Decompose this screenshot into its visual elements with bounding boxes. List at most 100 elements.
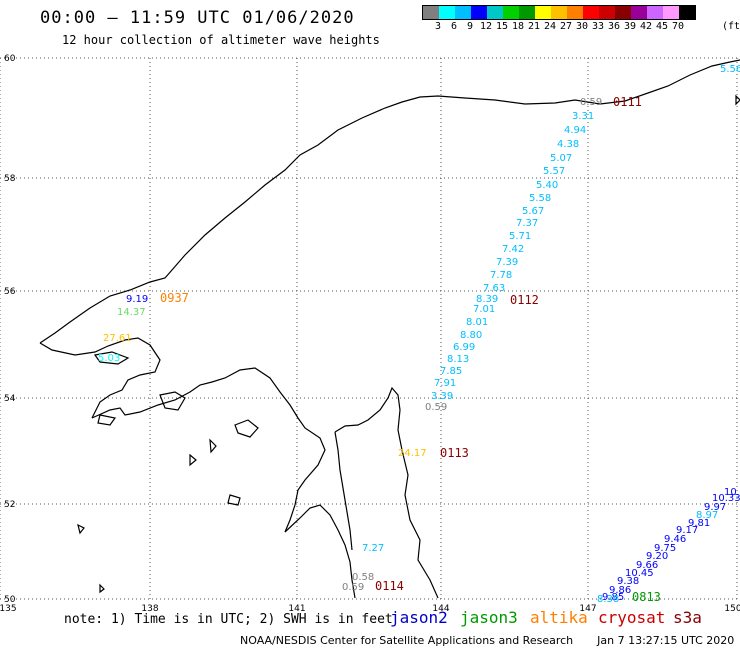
wave-height-label: 7.37 <box>516 218 538 229</box>
coastline-taui-bay <box>39 337 161 419</box>
coastline-shantar-2 <box>97 414 117 426</box>
legend-labels: 3 6 9 12 15 18 21 24 27 30 33 36 39 42 45 70 <box>422 20 696 34</box>
footer-credit: NOAA/NESDIS Center for Satellite Applica… <box>240 634 734 647</box>
legend-unit: (ft) <box>722 21 740 32</box>
wave-height-label: 4.94 <box>564 125 586 136</box>
wave-height-label: 9.85 <box>602 592 624 603</box>
legend-swatch <box>503 6 519 19</box>
footer-org: NOAA/NESDIS Center for Satellite Applica… <box>240 634 574 647</box>
legend-swatch <box>615 6 631 19</box>
wave-height-label: 9.81 <box>688 518 710 529</box>
wave-height-label: 8.13 <box>447 354 469 365</box>
wave-height-label: 7.78 <box>490 270 512 281</box>
legend-swatch <box>535 6 551 19</box>
legend-label: 30 <box>575 21 589 32</box>
wave-height-label: 7.39 <box>496 257 518 268</box>
wave-height-label: 5.71 <box>509 231 531 242</box>
legend-swatch <box>567 6 583 19</box>
wave-height-label: 3.39 <box>431 391 453 402</box>
wave-height-label: 10.33 <box>712 493 740 504</box>
coastline-island-c <box>77 523 85 535</box>
wave-height-label: 0.59 <box>342 582 364 593</box>
wave-height-label: 5.67 <box>522 206 544 217</box>
wave-height-label: 0.58 <box>352 572 374 583</box>
wave-height-label: 3.31 <box>572 111 594 122</box>
wave-height-label: 10.45 <box>625 568 654 579</box>
wave-height-label: 5.57 <box>543 166 565 177</box>
lon-tick-label: 150 <box>724 604 740 614</box>
lat-tick-label: 56 <box>4 287 16 297</box>
wave-height-label: 24.17 <box>398 448 427 459</box>
legend-jason3: jason3 <box>460 608 518 627</box>
pass-time-label: 0114 <box>375 579 404 593</box>
wave-height-label: 9.97 <box>704 502 726 513</box>
legend-swatch <box>679 6 695 19</box>
legend-label: 24 <box>543 21 557 32</box>
wave-height-label: 9.86 <box>609 585 631 596</box>
legend-label: 9 <box>466 21 474 32</box>
pass-time-label: 0937 <box>160 291 189 305</box>
legend-s3a: s3a <box>673 608 702 627</box>
pass-time-label: 0113 <box>440 446 469 460</box>
legend-swatch <box>647 6 663 19</box>
legend-label: 27 <box>559 21 573 32</box>
coastline-sakhalin-bay <box>234 419 259 438</box>
legend-label: 15 <box>495 21 509 32</box>
legend-label: 18 <box>511 21 525 32</box>
wave-height-label: 0.59 <box>580 97 602 108</box>
wave-height-label: 7.27 <box>362 543 384 554</box>
lon-tick-label: 138 <box>141 604 158 614</box>
legend-swatch <box>423 6 439 19</box>
pass-time-label: 0813 <box>632 590 661 604</box>
coastline-island-d <box>99 583 105 594</box>
legend-label: 3 <box>434 21 442 32</box>
lon-tick-label: 147 <box>579 604 596 614</box>
legend-swatch <box>551 6 567 19</box>
page-title: 00:00 – 11:59 UTC 01/06/2020 <box>40 8 355 28</box>
legend-label: 21 <box>527 21 541 32</box>
lon-tick-label: 141 <box>288 604 305 614</box>
wave-height-label: 8.38 <box>597 594 619 605</box>
wave-height-label: 5.07 <box>550 153 572 164</box>
wave-height-label: 8.80 <box>460 330 482 341</box>
wave-height-label: 5.56 <box>720 64 740 75</box>
wave-height-label: 6.99 <box>453 342 475 353</box>
wave-height-label: 9.19 <box>126 294 148 305</box>
legend-label: 36 <box>607 21 621 32</box>
coastline-north-shore <box>39 59 740 344</box>
wave-height-label: 5.40 <box>536 180 558 191</box>
wave-height-label: 9.38 <box>617 576 639 587</box>
legend-swatch <box>663 6 679 19</box>
legend-swatch <box>471 6 487 19</box>
wave-height-label: 8.39 <box>476 294 498 305</box>
wave-height-label: 9.46 <box>664 534 686 545</box>
coastline-island-e <box>189 453 197 467</box>
wave-height-label: 7.42 <box>502 244 524 255</box>
legend-label: 12 <box>479 21 493 32</box>
wave-height-label: 4.38 <box>557 139 579 150</box>
coastline-island-a <box>209 438 217 454</box>
legend-swatch <box>455 6 471 19</box>
legend-swatch <box>631 6 647 19</box>
footer-timestamp: Jan 7 13:27:15 UTC 2020 <box>597 634 735 647</box>
units-note: note: 1) Time is in UTC; 2) SWH is in fe… <box>64 612 393 627</box>
coastline-sakhalin-west <box>334 386 439 599</box>
legend-swatch <box>599 6 615 19</box>
wave-height-label: 7.63 <box>483 283 505 294</box>
page-subtitle: 12 hour collection of altimeter wave hei… <box>62 33 380 47</box>
wave-height-label: 9.66 <box>636 560 658 571</box>
wave-height-marks: 5.56 0.59 3.31 4.94 4.38 5.07 5.57 5.40 5.58 5.67… <box>98 64 740 605</box>
coastline-sakhalin-inner <box>334 431 353 551</box>
coastline-island-b <box>227 494 241 506</box>
coastline-amur-inlet <box>284 504 356 599</box>
coastline-koni-inlet <box>93 351 130 365</box>
wave-height-label: 8.01 <box>466 317 488 328</box>
lon-tick-label: 135 <box>0 604 17 614</box>
lat-tick-label: 58 <box>4 174 16 184</box>
coastline-mainland-west <box>91 367 326 533</box>
wave-height-label: 7.85 <box>440 366 462 377</box>
wave-height-label: 14.37 <box>117 307 146 318</box>
legend-label: 6 <box>450 21 458 32</box>
legend-swatch <box>487 6 503 19</box>
